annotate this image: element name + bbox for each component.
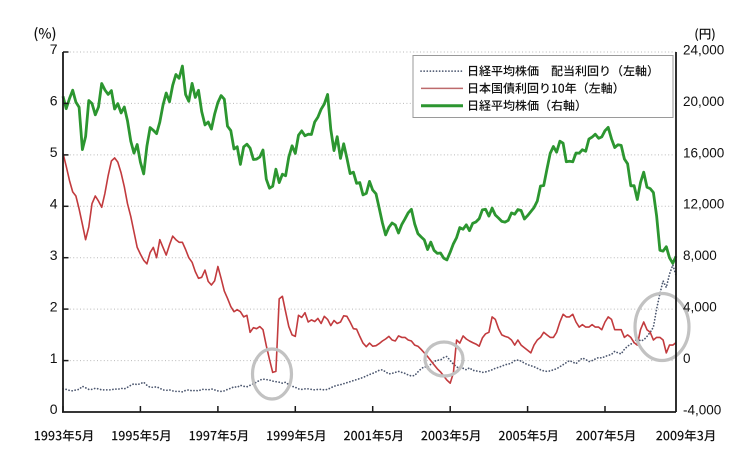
svg-text:0: 0 — [50, 401, 58, 417]
svg-text:20,000: 20,000 — [683, 94, 724, 109]
svg-text:1: 1 — [50, 350, 58, 366]
svg-text:4: 4 — [50, 196, 58, 212]
svg-text:16,000: 16,000 — [683, 145, 724, 160]
svg-text:4,000: 4,000 — [683, 300, 717, 315]
svg-text:24,000: 24,000 — [683, 42, 724, 57]
svg-text:8,000: 8,000 — [683, 248, 717, 263]
svg-text:0: 0 — [683, 351, 691, 366]
svg-text:12,000: 12,000 — [683, 197, 724, 212]
svg-text:6: 6 — [50, 93, 58, 109]
svg-text:2: 2 — [50, 298, 58, 314]
svg-text:7: 7 — [50, 41, 58, 57]
svg-text:3: 3 — [50, 247, 58, 263]
svg-text:-4,000: -4,000 — [683, 402, 721, 417]
svg-text:5: 5 — [50, 144, 58, 160]
